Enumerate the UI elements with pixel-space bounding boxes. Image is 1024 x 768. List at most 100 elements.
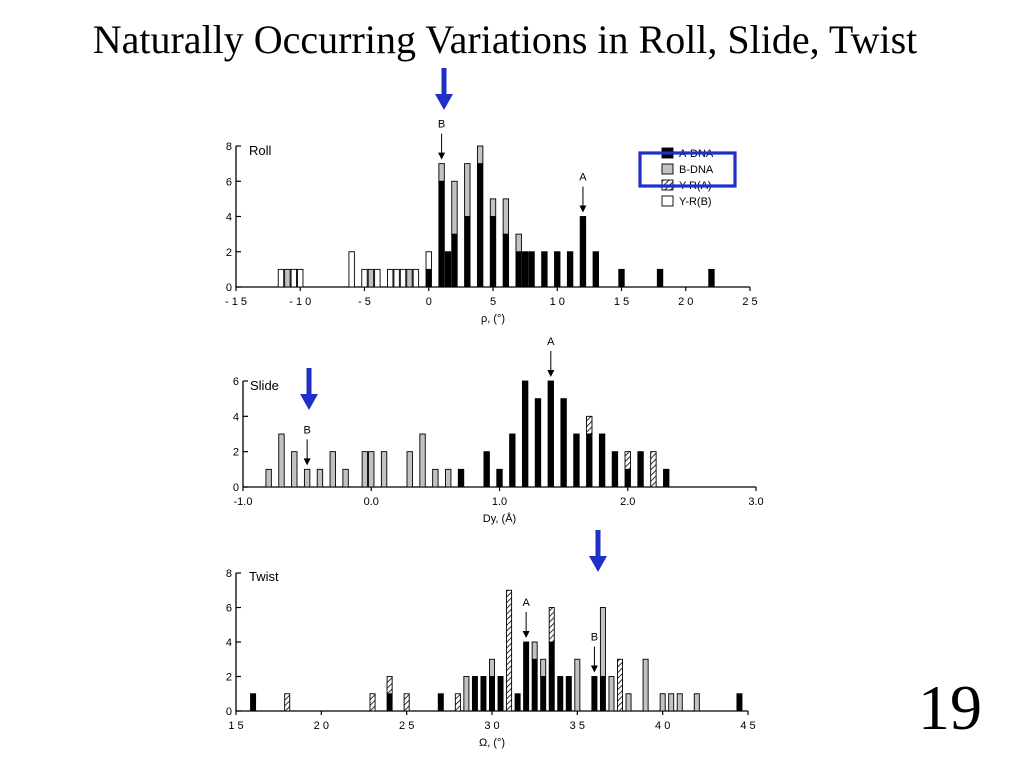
bar-segment-a (540, 676, 547, 712)
annotation-arrowhead (590, 665, 598, 673)
bar-segment-b (515, 233, 522, 253)
bar-segment-yb (399, 268, 407, 288)
bar-segment-yb (277, 268, 285, 288)
annotation-arrowhead (303, 458, 311, 466)
annotation-arrowhead (579, 205, 587, 213)
bar-segment-b (531, 641, 538, 660)
bar-segment-b (642, 658, 649, 712)
bar-segment-b (432, 468, 439, 488)
y-tick-label: 0 (226, 706, 232, 718)
bar-segment-a (565, 676, 572, 712)
bar-segment-yb (412, 268, 420, 288)
bar-segment-a (438, 180, 445, 288)
bar-segment-a (599, 676, 606, 712)
bar-segment-a (386, 693, 393, 712)
bar-segment-b (451, 180, 458, 235)
bar-segment-a (250, 693, 257, 712)
y-tick-label: 8 (226, 141, 232, 153)
bar-segment-yb (290, 268, 298, 288)
x-tick-label: - 1 0 (289, 296, 311, 308)
bar-segment-a (541, 251, 548, 288)
bar-segment-a (579, 216, 587, 288)
y-tick-label: 6 (226, 603, 232, 615)
slide-title: Naturally Occurring Variations in Roll, … (92, 17, 918, 62)
y-tick-label: 2 (226, 247, 232, 259)
x-tick-label: 1.0 (492, 496, 507, 508)
y-tick-label: 8 (226, 568, 232, 580)
bar-segment-a (521, 251, 529, 288)
bar-segment-a (471, 676, 478, 712)
panel-title: Roll (249, 143, 272, 158)
bar-segment-b (540, 658, 547, 677)
bar-segment-a (521, 380, 529, 488)
bar-segment-a (598, 433, 606, 488)
bar-segment-a (566, 251, 574, 288)
annotation-label: A (522, 597, 530, 609)
x-tick-label: 2 5 (742, 296, 757, 308)
x-tick-label: 4 5 (740, 720, 755, 732)
bar-segment-b (668, 693, 675, 712)
bar-segment-b (291, 451, 298, 488)
bar-segment-b (608, 676, 615, 712)
bar-segment-a (708, 268, 715, 288)
bar-segment-yb (393, 268, 400, 288)
bar-segment-a (618, 268, 625, 288)
bar-segment-a (663, 468, 670, 488)
x-tick-label: 4 0 (655, 720, 670, 732)
bar-segment-a (611, 451, 619, 488)
bar-segment-a (560, 398, 567, 488)
legend-label: Y-R(B) (679, 196, 712, 208)
bar-segment-yb (348, 251, 355, 288)
bar-segment-a (637, 451, 644, 488)
bar-segment-a (554, 251, 561, 288)
bar-segment-yb (361, 268, 368, 288)
bar-segment-a (437, 693, 444, 712)
bar-segment-ya (548, 607, 555, 643)
bar-segment-a (483, 451, 490, 488)
y-tick-label: 4 (233, 411, 239, 423)
slide-number: 19 (918, 672, 982, 743)
bar-segment-b (342, 468, 349, 488)
bar-segment-b (406, 451, 413, 488)
x-axis-label: Ω, (°) (479, 737, 505, 749)
bar-segment-a (656, 268, 664, 288)
bar-segment-yb (297, 268, 304, 288)
bar-segment-a (502, 233, 510, 288)
bar-segment-b (476, 145, 484, 165)
bar-segment-ya (617, 658, 623, 712)
bar-segment-a (476, 163, 484, 288)
x-tick-label: - 1 5 (225, 296, 247, 308)
bar-segment-b (419, 433, 426, 488)
x-tick-label: 2 0 (314, 720, 329, 732)
bar-segment-a (528, 251, 535, 288)
annotation-label: A (579, 172, 587, 184)
bar-segment-a (534, 398, 542, 488)
bar-segment-a (496, 468, 503, 488)
x-tick-label: - 5 (358, 296, 371, 308)
bar-segment-a (489, 676, 495, 712)
bar-segment-a (514, 693, 521, 712)
bar-segment-a (592, 251, 599, 288)
panel-title: Slide (250, 378, 279, 393)
x-tick-label: 3.0 (748, 496, 763, 508)
bar-segment-a (531, 658, 538, 712)
legend-highlight-box (638, 151, 737, 188)
y-tick-label: 2 (233, 447, 239, 459)
x-tick-label: 3 5 (570, 720, 585, 732)
bar-segment-a (557, 676, 564, 712)
panel-slide: 0 2 4 6 -1.0 0.0 1.0 2.0 3.0 Slide Dy, (Å) B A (233, 336, 764, 525)
bar-segment-a (509, 433, 516, 488)
bar-segment-a (591, 676, 598, 712)
bar-segment-yb (387, 268, 394, 288)
bar-segment-b (625, 693, 632, 712)
bar-segment-a (624, 468, 631, 488)
x-tick-label: 2.0 (620, 496, 635, 508)
bar-segment-a (586, 433, 593, 488)
bar-segment-ya (284, 693, 291, 712)
x-tick-label: 1 5 (614, 296, 629, 308)
bar-segment-a (489, 216, 497, 288)
bar-segment-a (457, 468, 465, 488)
annotation-arrowhead (438, 152, 446, 160)
bar-segment-b (265, 468, 272, 488)
bar-segment-b (676, 693, 683, 712)
